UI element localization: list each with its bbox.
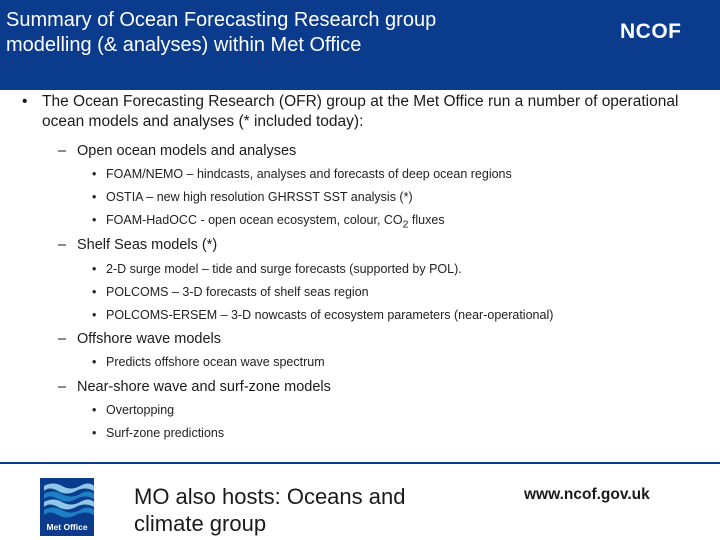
slide-title: Summary of Ocean Forecasting Research gr… (6, 8, 566, 58)
intro-text: The Ocean Forecasting Research (OFR) gro… (42, 93, 679, 130)
section-heading: Shelf Seas models (*) (77, 237, 218, 253)
header-bar: Summary of Ocean Forecasting Research gr… (0, 0, 720, 90)
subscript: 2 (402, 219, 409, 231)
title-line-2: modelling (& analyses) within Met Office (6, 34, 362, 56)
hosts-note: MO also hosts: Oceans and climate group (134, 484, 406, 536)
list-item-text: POLCOMS-ERSEM – 3-D nowcasts of ecosyste… (106, 308, 554, 322)
footer-divider (0, 462, 720, 464)
met-office-logo-text: Met Office (46, 522, 87, 532)
list-item-text: 2-D surge model – tide and surge forecas… (106, 262, 462, 276)
dash-marker: – (58, 379, 67, 395)
ncof-logo: NCOF (620, 20, 682, 43)
list-item-text: Surf-zone predictions (106, 426, 225, 440)
list-item-text: OSTIA – new high resolution GHRSST SST a… (106, 190, 413, 204)
bullet-marker: • (22, 93, 28, 110)
list-item-text: POLCOMS – 3-D forecasts of shelf seas re… (106, 285, 369, 299)
title-line-1: Summary of Ocean Forecasting Research gr… (6, 9, 437, 31)
dash-marker: – (58, 331, 67, 347)
list-item-text: FOAM-HadOCC - open ocean ecosystem, colo… (106, 213, 445, 231)
list-item-text: FOAM/NEMO – hindcasts, analyses and fore… (106, 167, 512, 181)
ncof-url: www.ncof.gov.uk (524, 486, 650, 503)
met-office-logo: Met Office (40, 478, 94, 536)
dash-marker: – (58, 237, 67, 253)
list-item-text: Overtopping (106, 403, 175, 417)
section-heading: Offshore wave models (77, 331, 221, 347)
dash-marker: – (58, 143, 67, 159)
section-heading: Near-shore wave and surf-zone models (77, 379, 331, 395)
section-heading: Open ocean models and analyses (77, 143, 297, 159)
list-item-text: Predicts offshore ocean wave spectrum (106, 355, 325, 369)
